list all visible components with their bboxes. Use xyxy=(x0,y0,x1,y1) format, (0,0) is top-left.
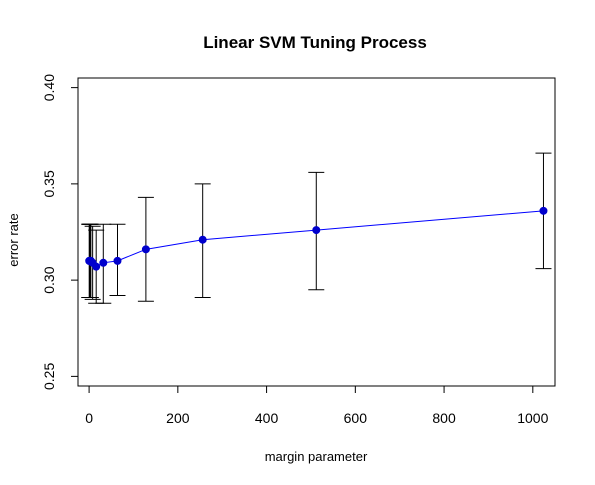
data-point xyxy=(539,206,548,215)
data-point xyxy=(312,226,321,235)
data-points xyxy=(85,206,548,271)
x-tick-label: 400 xyxy=(255,410,279,426)
x-axis-label: margin parameter xyxy=(265,449,368,464)
x-tick-label: 1000 xyxy=(517,410,548,426)
chart-title: Linear SVM Tuning Process xyxy=(203,33,427,52)
x-tick-label: 600 xyxy=(344,410,368,426)
x-tick-label: 200 xyxy=(166,410,190,426)
y-tick-label: 0.40 xyxy=(41,74,57,101)
y-tick-label: 0.30 xyxy=(41,266,57,293)
x-tick-label: 0 xyxy=(85,410,93,426)
y-axis: 0.25 0.30 0.35 0.40 xyxy=(41,74,79,390)
data-point xyxy=(141,245,150,254)
x-axis: 0 200 400 600 800 1000 xyxy=(85,385,549,426)
data-point xyxy=(198,235,207,244)
data-point xyxy=(113,256,122,265)
data-point xyxy=(92,262,101,271)
y-tick-label: 0.35 xyxy=(41,170,57,197)
y-axis-label: error rate xyxy=(6,213,21,266)
y-tick-label: 0.25 xyxy=(41,363,57,390)
data-point xyxy=(99,258,108,267)
x-tick-label: 800 xyxy=(432,410,456,426)
